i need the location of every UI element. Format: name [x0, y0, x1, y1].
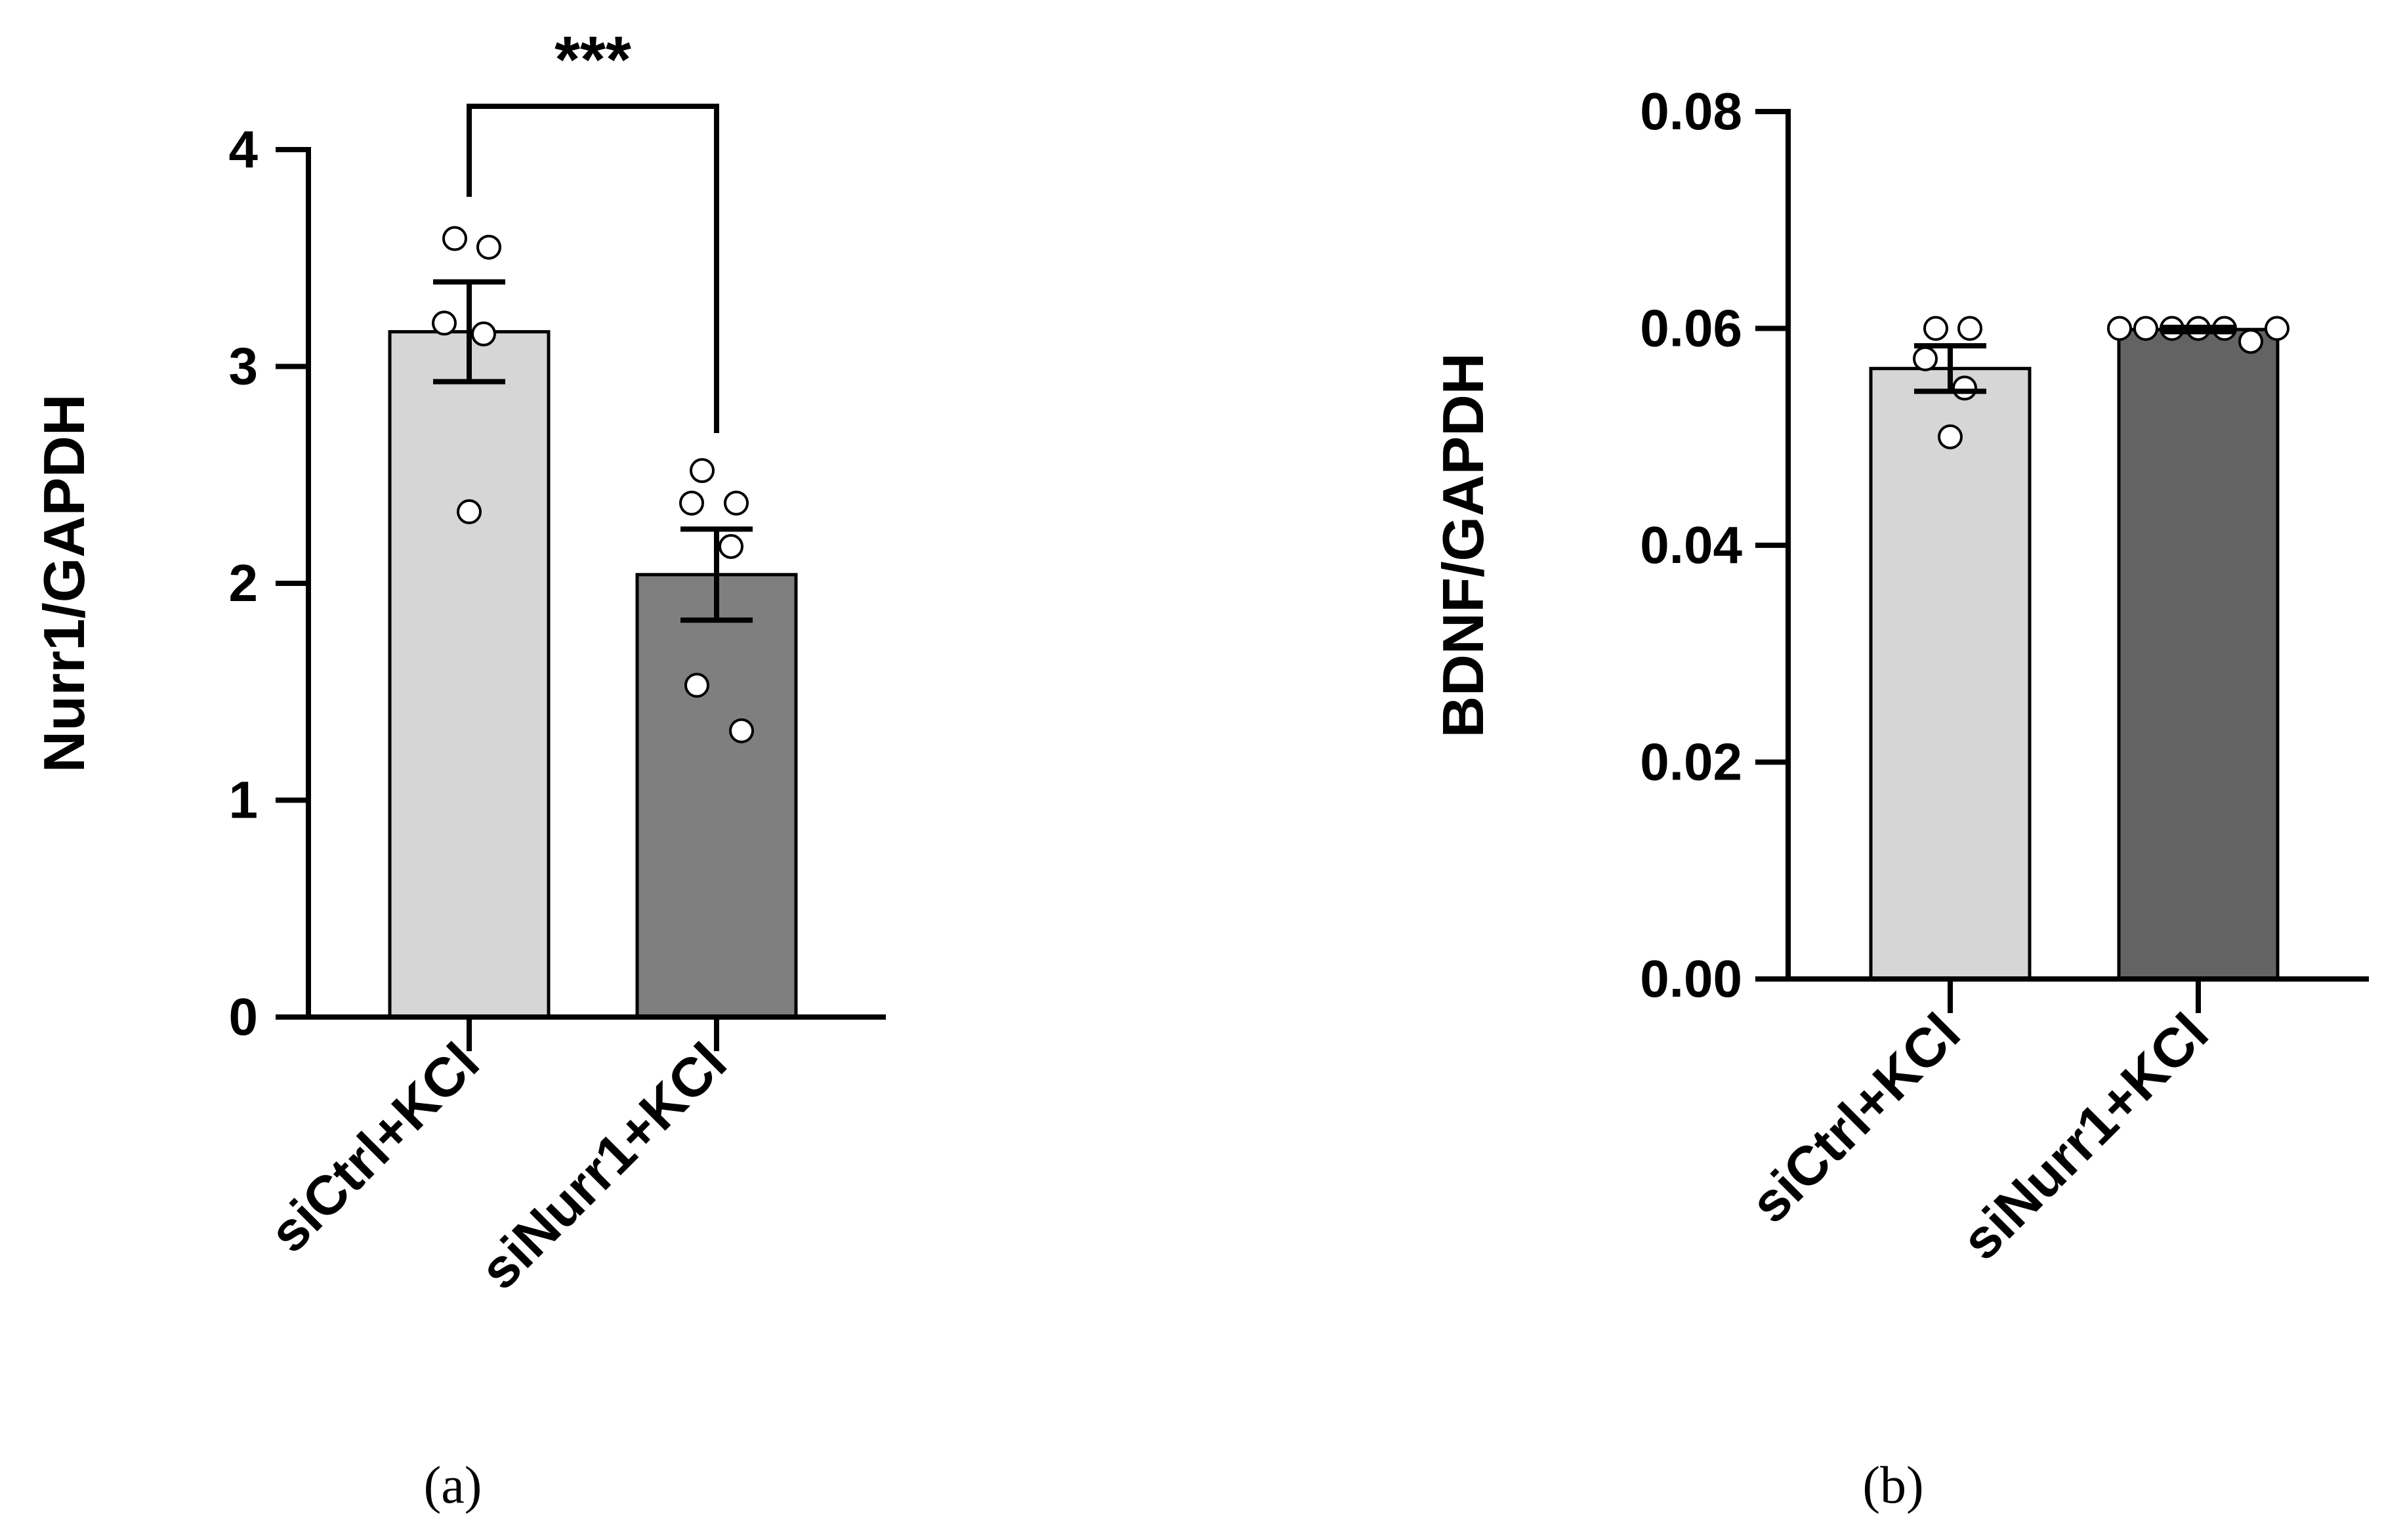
- y-tick-label: 3: [229, 337, 259, 396]
- data-point: [2265, 316, 2289, 341]
- bar-1: [1869, 367, 2032, 981]
- data-point: [442, 226, 467, 251]
- error-bar-2: [680, 526, 753, 623]
- error-bar-1: [433, 279, 505, 385]
- data-point: [2107, 316, 2132, 341]
- data-point: [1923, 316, 1948, 341]
- data-point: [729, 718, 754, 743]
- bar-2: [2117, 327, 2280, 981]
- data-point: [2238, 329, 2263, 354]
- data-point: [724, 490, 749, 516]
- data-point: [1957, 316, 1982, 341]
- data-point: [471, 321, 496, 346]
- x-category-label: siCtrl+KCl: [257, 1031, 490, 1264]
- data-point: [432, 310, 457, 336]
- error-bar-1: [1914, 343, 1986, 394]
- x-category-label: siNurr1+KCl: [468, 1031, 738, 1301]
- x-category-label: siCtrl+KCl: [1738, 1001, 1971, 1234]
- x-category-label: siNurr1+KCl: [1950, 1001, 2219, 1271]
- panel-caption: (a): [424, 1457, 482, 1514]
- panel-b-bdnf-chart: 0.00 0.02 0.04 0.06 0.08 siCtrl+KClsiNurr1+KC…: [1431, 82, 2369, 1514]
- data-point: [1913, 346, 1938, 371]
- data-point: [719, 533, 743, 559]
- error-bar-2: [2162, 324, 2234, 335]
- y-tick-label: 0.06: [1640, 299, 1742, 358]
- y-tick-label: 4: [229, 120, 259, 178]
- y-tick-label: 0.08: [1640, 82, 1742, 140]
- y-tick-label: 0: [229, 988, 259, 1046]
- data-point: [2133, 316, 2158, 341]
- y-tick-label: 1: [229, 771, 259, 829]
- bar-2: [635, 573, 798, 1019]
- data-point: [1952, 375, 1977, 401]
- bar-1: [388, 330, 551, 1019]
- data-point: [476, 234, 501, 260]
- data-point: [684, 673, 709, 698]
- data-point: [457, 499, 482, 524]
- y-axis-label: Nurr1/GAPDH: [31, 394, 96, 773]
- significance-label: ***: [554, 23, 631, 96]
- y-tick-label: 0.02: [1640, 733, 1742, 791]
- panel-caption: (b): [1862, 1457, 1923, 1514]
- significance-bracket: [467, 104, 719, 433]
- data-point: [1938, 424, 1963, 449]
- y-tick-label: 0.04: [1640, 516, 1742, 574]
- y-axis-label: BDNF/GAPDH: [1431, 353, 1495, 738]
- y-tick-label: 2: [229, 554, 259, 612]
- significance-line: [467, 104, 719, 433]
- y-tick-label: 0.00: [1640, 949, 1742, 1008]
- data-point: [690, 458, 715, 484]
- data-point: [679, 490, 704, 516]
